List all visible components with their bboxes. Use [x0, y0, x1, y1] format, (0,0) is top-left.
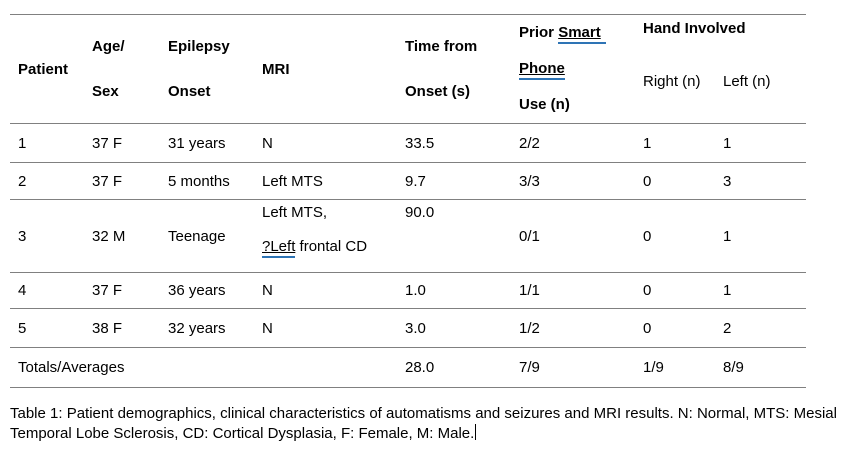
- totals-label-cell: Totals/Averages: [18, 359, 125, 376]
- col-header-mri: MRI: [254, 15, 397, 124]
- left-hand-cell: 2: [723, 319, 732, 337]
- table-caption-text: Table 1: Patient demographics, clinical …: [10, 405, 837, 442]
- mri-line2: ?Left frontal CD: [262, 238, 397, 258]
- col-header-mri-label: MRI: [262, 60, 290, 78]
- time-from-onset-cell: 90.0: [405, 204, 435, 221]
- col-header-prior-line2: Phone: [519, 51, 635, 87]
- totals-row: Totals/Averages 28.0 7/9 1/9 8/9: [10, 347, 806, 388]
- table-row-patient-4: 4 37 F 36 years N 1.0 1/1 0 1: [10, 272, 806, 309]
- patient-cell: 1: [18, 134, 27, 152]
- time-from-onset-cell: 1.0: [405, 282, 426, 299]
- col-header-age-sex: Age/ Sex: [84, 15, 160, 124]
- right-hand-cell: 0: [643, 227, 652, 245]
- table-row-patient-5: 5 38 F 32 years N 3.0 1/2 0 2: [10, 308, 806, 348]
- prior-phone-use-cell: 0/1: [519, 227, 540, 245]
- left-hand-cell: 1: [723, 282, 732, 299]
- col-header-patient: Patient: [10, 15, 84, 124]
- left-hand-cell: 3: [723, 172, 732, 190]
- col-header-patient-label: Patient: [18, 60, 69, 78]
- col-header-time-line1: Time from: [405, 38, 478, 55]
- hand-involved-subheaders: Right (n) Left (n): [643, 73, 806, 90]
- patient-demographics-table: Patient Age/ Sex Epilepsy Onset MRI: [10, 14, 806, 388]
- spellcheck-flagged-word-left: ?Left: [262, 238, 296, 258]
- totals-left-cell: 8/9: [723, 359, 744, 376]
- table-row-patient-3: 3 32 M Teenage Left MTS, ?Left frontal C…: [10, 199, 806, 273]
- col-header-prior-line3: Use (n): [519, 96, 570, 113]
- spellcheck-flagged-word-smart: Smart: [558, 24, 606, 44]
- epilepsy-onset-cell: 36 years: [168, 282, 226, 299]
- epilepsy-onset-cell: Teenage: [168, 227, 226, 245]
- patient-cell: 2: [18, 172, 27, 190]
- prior-phone-use-cell: 1/1: [519, 282, 540, 299]
- left-hand-cell: 1: [723, 134, 732, 152]
- time-from-onset-cell: 9.7: [405, 172, 426, 190]
- epilepsy-onset-cell: 31 years: [168, 134, 226, 152]
- age-sex-cell: 38 F: [92, 319, 123, 337]
- right-hand-cell: 0: [643, 319, 652, 337]
- time-from-onset-cell: 33.5: [405, 134, 435, 152]
- col-header-left-hand: Left (n): [723, 73, 771, 90]
- patient-cell: 3: [18, 227, 27, 245]
- right-hand-cell: 0: [643, 172, 652, 190]
- patient-cell: 5: [18, 319, 27, 337]
- table-row-patient-2: 2 37 F 5 months Left MTS 9.7 3/3 0 3: [10, 162, 806, 200]
- col-header-epilepsy-line1: Epilepsy: [168, 38, 230, 55]
- prior-phone-use-cell: 3/3: [519, 172, 540, 190]
- col-header-epilepsy-onset: Epilepsy Onset: [160, 15, 254, 124]
- col-header-prior-line1: Prior Smart: [519, 15, 635, 51]
- spellcheck-flagged-word-phone: Phone: [519, 60, 565, 80]
- col-header-right-hand: Right (n): [643, 73, 701, 90]
- col-header-prior-phone-use: Prior Smart Phone Use (n): [511, 15, 635, 124]
- mri-line1: Left MTS,: [262, 204, 328, 221]
- age-sex-cell: 37 F: [92, 172, 123, 190]
- age-sex-cell: 37 F: [92, 282, 123, 299]
- totals-right-cell: 1/9: [643, 359, 664, 376]
- col-header-time-line2: Onset (s): [405, 83, 471, 100]
- text-cursor: [475, 424, 477, 440]
- age-sex-cell: 37 F: [92, 134, 123, 152]
- prior-prefix-text: Prior: [519, 24, 559, 41]
- hand-involved-label: Hand Involved: [643, 20, 746, 37]
- mri-cell: Left MTS, ?Left frontal CD: [254, 200, 397, 273]
- epilepsy-onset-cell: 32 years: [168, 319, 226, 337]
- col-header-time-from-onset: Time from Onset (s): [397, 15, 511, 124]
- time-from-onset-cell: 3.0: [405, 319, 426, 337]
- patient-cell: 4: [18, 282, 27, 299]
- totals-phone-cell: 7/9: [519, 359, 540, 376]
- col-header-epilepsy-line2: Onset: [168, 83, 211, 100]
- right-hand-cell: 1: [643, 134, 652, 152]
- left-hand-cell: 1: [723, 227, 732, 245]
- prior-phone-use-cell: 1/2: [519, 319, 540, 337]
- col-header-hand-involved: Hand Involved Right (n) Left (n): [635, 15, 806, 124]
- col-header-age-line2: Sex: [92, 83, 119, 100]
- prior-phone-use-cell: 2/2: [519, 134, 540, 152]
- totals-time-cell: 28.0: [405, 359, 435, 376]
- right-hand-cell: 0: [643, 282, 652, 299]
- mri-line2-rest: frontal CD: [295, 238, 368, 255]
- mri-cell: N: [262, 282, 273, 299]
- table-row-patient-1: 1 37 F 31 years N 33.5 2/2 1 1: [10, 123, 806, 163]
- col-header-age-line1: Age/: [92, 38, 125, 55]
- document-page[interactable]: Patient Age/ Sex Epilepsy Onset MRI: [0, 14, 848, 471]
- header-row: Patient Age/ Sex Epilepsy Onset MRI: [10, 14, 806, 124]
- mri-cell: Left MTS: [262, 172, 323, 190]
- mri-cell: N: [262, 134, 273, 152]
- age-sex-cell: 32 M: [92, 227, 126, 245]
- epilepsy-onset-cell: 5 months: [168, 172, 230, 190]
- table-caption[interactable]: Table 1: Patient demographics, clinical …: [10, 404, 846, 444]
- mri-cell: N: [262, 319, 273, 337]
